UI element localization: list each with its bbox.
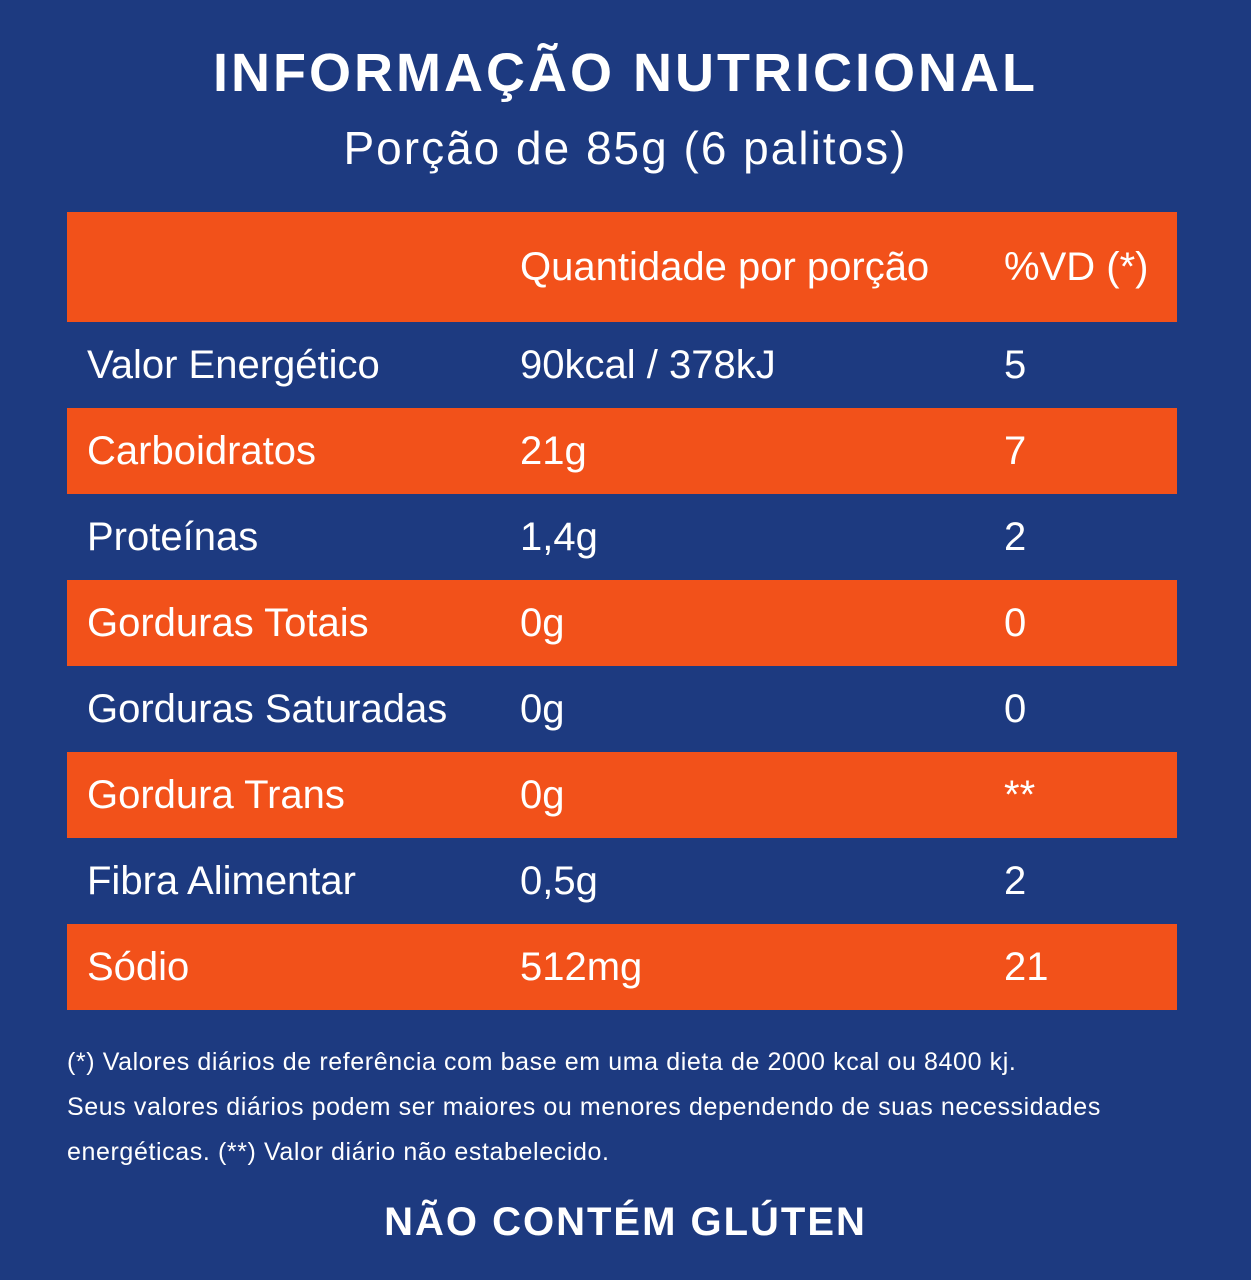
table-row: Valor Energético 90kcal / 378kJ 5 xyxy=(67,322,1177,408)
nutrient-name: Fibra Alimentar xyxy=(87,859,356,903)
nutrient-dv: 0 xyxy=(1004,601,1027,645)
nutrient-name: Sódio xyxy=(87,945,190,989)
footnote-line: (*) Valores diários de referência com ba… xyxy=(67,1048,1017,1076)
nutrient-dv: 21 xyxy=(1004,945,1049,989)
nutrient-amount: 1,4g xyxy=(520,515,598,559)
table-row: Fibra Alimentar 0,5g 2 xyxy=(67,838,1177,924)
nutrient-dv: 7 xyxy=(1004,429,1027,473)
footnote: (*) Valores diários de referência com ba… xyxy=(67,1040,1187,1175)
serving-size: Porção de 85g (6 palitos) xyxy=(343,122,908,174)
nutrient-amount: 0,5g xyxy=(520,859,598,903)
table-row: Gorduras Totais 0g 0 xyxy=(67,580,1177,666)
page-title: INFORMAÇÃO NUTRICIONAL xyxy=(213,43,1038,103)
footnote-line: Seus valores diários podem ser maiores o… xyxy=(67,1093,1101,1121)
nutrient-amount: 0g xyxy=(520,773,565,817)
nutrient-name: Carboidratos xyxy=(87,429,317,473)
nutrient-name: Valor Energético xyxy=(87,343,380,387)
nutrient-name: Gorduras Totais xyxy=(87,601,369,645)
table-row: Sódio 512mg 21 xyxy=(67,924,1177,1010)
footnote-line: energéticas. (**) Valor diário não estab… xyxy=(67,1138,610,1166)
header-daily-value: %VD (*) xyxy=(1004,245,1149,289)
nutrient-dv: 0 xyxy=(1004,687,1027,731)
nutrient-amount: 512mg xyxy=(520,945,643,989)
nutrient-name: Gordura Trans xyxy=(87,773,345,817)
table-row: Carboidratos 21g 7 xyxy=(67,408,1177,494)
table-row: Proteínas 1,4g 2 xyxy=(67,494,1177,580)
nutrient-amount: 21g xyxy=(520,429,587,473)
table-row: Gorduras Saturadas 0g 0 xyxy=(67,666,1177,752)
nutrient-amount: 0g xyxy=(520,687,565,731)
nutrient-amount: 0g xyxy=(520,601,565,645)
nutrient-name: Gorduras Saturadas xyxy=(87,687,448,731)
gluten-free-notice: NÃO CONTÉM GLÚTEN xyxy=(384,1200,867,1244)
header-amount: Quantidade por porção xyxy=(520,245,930,289)
nutrient-amount: 90kcal / 378kJ xyxy=(520,343,776,387)
table-row: Gordura Trans 0g ** xyxy=(67,752,1177,838)
nutrient-dv: ** xyxy=(1004,773,1036,817)
nutrient-dv: 5 xyxy=(1004,343,1027,387)
nutrition-table: Quantidade por porção %VD (*) Valor Ener… xyxy=(67,212,1177,1010)
nutrient-dv: 2 xyxy=(1004,515,1027,559)
nutrient-dv: 2 xyxy=(1004,859,1027,903)
nutrient-name: Proteínas xyxy=(87,515,259,559)
table-header-row: Quantidade por porção %VD (*) xyxy=(67,212,1177,322)
